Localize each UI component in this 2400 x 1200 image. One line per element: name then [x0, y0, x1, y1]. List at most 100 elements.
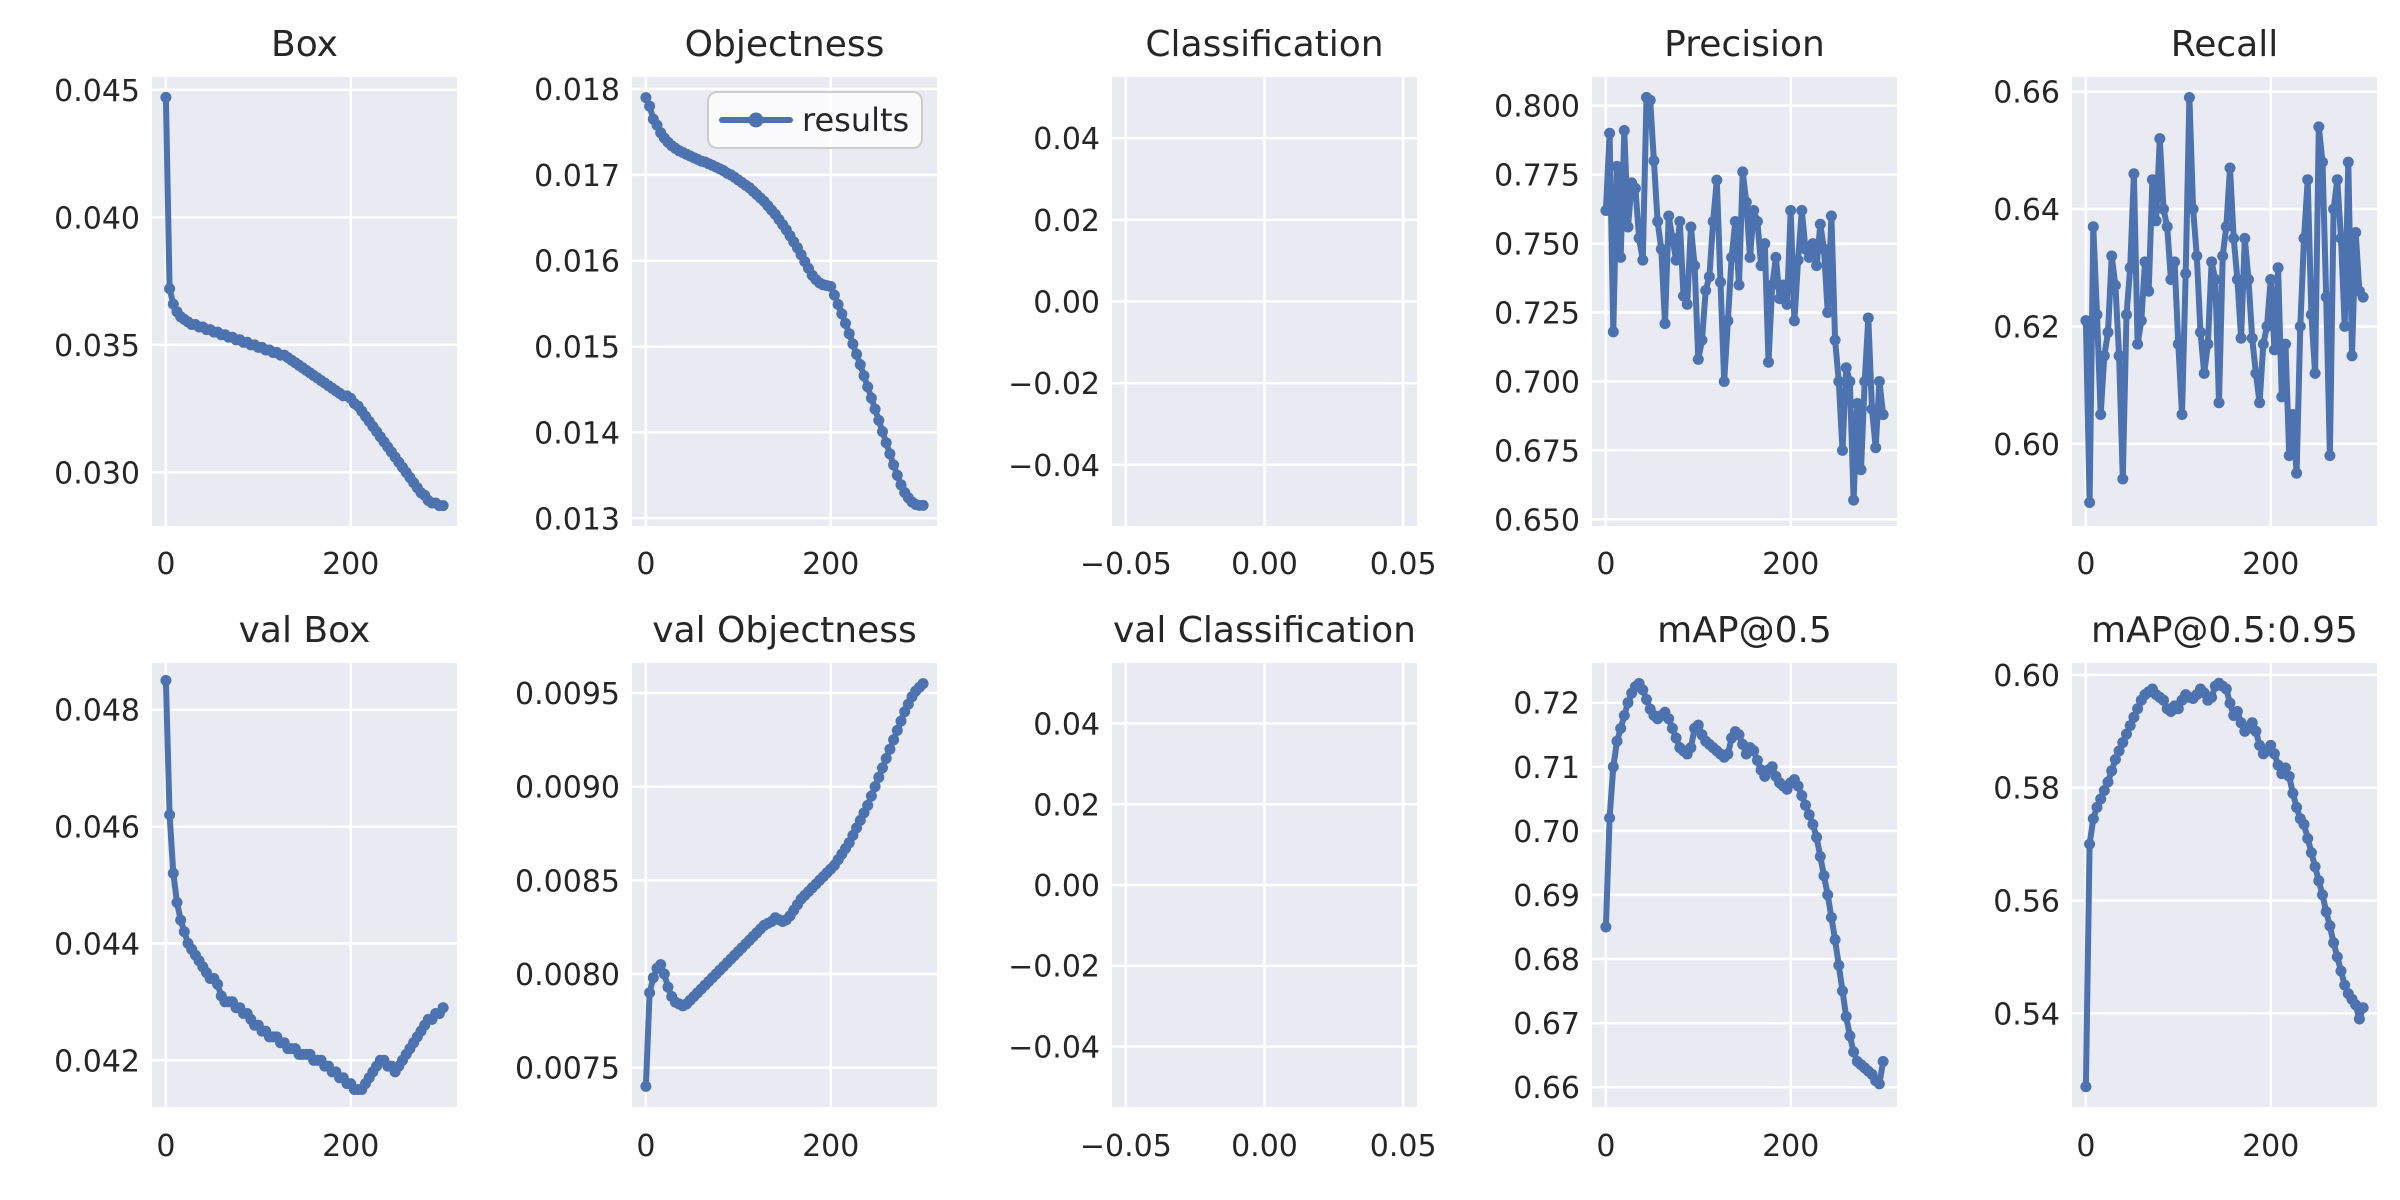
series-marker — [1700, 285, 1712, 296]
series-marker — [2287, 409, 2299, 420]
y-tick-label: 0.016 — [534, 245, 620, 280]
series-marker — [884, 448, 896, 460]
series-marker — [1803, 809, 1815, 821]
subplot-map-0-5-0-95: 0.54 0.56 0.58 0.60 0 200 mAP@0.5:0.95 — [1920, 600, 2400, 1200]
series-marker — [2169, 256, 2181, 268]
series-marker — [1796, 205, 1808, 216]
x-tick-label: 0.00 — [1231, 1129, 1298, 1164]
series-marker — [1755, 260, 1767, 272]
x-tick-label: −0.05 — [1080, 1129, 1172, 1164]
series-marker — [2121, 309, 2132, 321]
series-marker — [2087, 813, 2099, 825]
plot-area — [152, 77, 457, 526]
series-marker — [1859, 376, 1871, 387]
series-marker — [2339, 320, 2351, 332]
series-marker — [1722, 315, 1734, 327]
series-marker — [1600, 205, 1612, 216]
series-marker — [1652, 216, 1664, 227]
series-marker — [2213, 397, 2225, 409]
plot-area — [152, 663, 457, 1107]
series-marker — [2098, 350, 2110, 362]
y-tick-label: 0.0080 — [515, 958, 620, 993]
subplot-val-classification: −0.04 −0.02 0.00 0.02 0.04 −0.05 0.00 0.05 val C… — [960, 600, 1440, 1200]
y-tick-label: 0.750 — [1494, 228, 1580, 263]
series-marker — [2261, 320, 2273, 332]
series-marker — [1866, 403, 1878, 415]
y-tick-label: 0.0090 — [515, 771, 620, 806]
series-marker — [1803, 251, 1815, 263]
x-tick-label: 0 — [636, 547, 655, 582]
series-marker — [1851, 398, 1863, 409]
y-tick-label: −0.04 — [1008, 449, 1100, 484]
series-marker — [1729, 216, 1741, 227]
series-marker — [869, 403, 881, 415]
series-marker — [2265, 274, 2277, 285]
series-marker — [1800, 799, 1811, 811]
series-marker — [865, 392, 877, 404]
series-marker — [1766, 279, 1778, 291]
y-tick-label: 0.044 — [54, 927, 140, 962]
series-marker — [2106, 250, 2118, 262]
subplot-title: mAP@0.5 — [1657, 610, 1832, 651]
series-marker — [2102, 776, 2114, 788]
series-marker — [2283, 770, 2295, 782]
subplot-title: val Objectness — [652, 610, 917, 651]
series-marker — [2206, 691, 2218, 703]
series-marker — [2132, 703, 2144, 715]
y-tick-label: −0.02 — [1008, 950, 1100, 985]
series-marker — [1689, 260, 1701, 272]
x-tick-label: 200 — [1762, 1129, 1819, 1164]
series-marker — [1792, 780, 1804, 792]
series-marker — [2220, 221, 2232, 233]
series-marker — [1740, 196, 1752, 208]
subplot-val-box-canvas: 0.042 0.044 0.046 0.048 0 200 val Box — [54, 610, 457, 1164]
series-marker — [1663, 210, 1675, 222]
x-tick-label: 200 — [802, 1129, 859, 1164]
series-marker — [1837, 444, 1848, 456]
subplot-classification-canvas: −0.04 −0.02 0.00 0.02 0.04 −0.05 0.00 0.05 Class… — [1008, 24, 1436, 582]
y-tick-label: 0.775 — [1494, 159, 1580, 194]
series-marker — [1833, 376, 1845, 387]
series-marker — [2257, 338, 2269, 350]
series-marker — [1877, 1056, 1889, 1067]
series-marker — [2080, 315, 2092, 327]
series-marker — [647, 972, 659, 984]
series-marker — [2158, 203, 2169, 215]
series-line — [1602, 94, 1887, 504]
series-marker — [1692, 353, 1704, 365]
series-marker — [2346, 350, 2358, 362]
series-marker — [2095, 793, 2107, 805]
x-tick-label: 200 — [322, 547, 379, 582]
series-marker — [2084, 838, 2096, 850]
subplot-title: val Box — [239, 610, 371, 651]
y-tick-label: 0.725 — [1494, 297, 1580, 332]
series-marker — [2124, 262, 2136, 274]
series-marker — [873, 414, 885, 426]
y-tick-label: 0.030 — [54, 456, 140, 491]
y-tick-label: 0.04 — [1033, 122, 1100, 157]
legend-marker — [748, 112, 764, 128]
series-marker — [2098, 785, 2110, 796]
series-marker — [1751, 754, 1763, 766]
series-marker — [1733, 729, 1745, 741]
series-marker — [2132, 338, 2144, 350]
series-marker — [1807, 238, 1819, 250]
series-marker — [2128, 168, 2140, 180]
series-marker — [160, 91, 172, 103]
subplot-box-canvas: 0.030 0.035 0.040 0.045 0 200 Box — [54, 24, 457, 582]
series-marker — [2202, 338, 2214, 350]
series-marker — [2124, 720, 2136, 732]
series-marker — [891, 724, 903, 736]
series-marker — [1615, 251, 1627, 263]
x-tick-label: 0 — [156, 547, 175, 582]
series-marker — [1873, 1078, 1885, 1090]
series-marker — [1663, 713, 1675, 725]
y-tick-label: 0.046 — [54, 811, 140, 846]
series-marker — [2357, 1002, 2369, 1014]
y-tick-label: 0.800 — [1494, 90, 1580, 125]
series-marker — [1748, 745, 1760, 757]
legend-label: results — [802, 101, 909, 139]
series-marker — [917, 678, 929, 690]
series-marker — [2161, 221, 2173, 233]
